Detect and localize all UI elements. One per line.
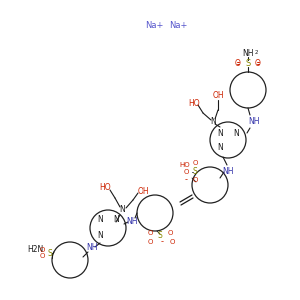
Text: OH: OH xyxy=(212,92,224,100)
Text: -: - xyxy=(160,238,164,247)
Text: O: O xyxy=(183,169,189,175)
Text: HO: HO xyxy=(188,98,200,107)
Text: NH: NH xyxy=(86,242,98,251)
Text: Na+: Na+ xyxy=(169,20,187,29)
Text: HO: HO xyxy=(180,162,190,168)
Text: H2N: H2N xyxy=(27,245,43,254)
Text: Na+: Na+ xyxy=(145,20,163,29)
Text: NH: NH xyxy=(222,167,234,176)
Text: N: N xyxy=(217,128,223,137)
Text: S: S xyxy=(158,232,162,241)
Text: O: O xyxy=(192,177,198,183)
Text: N: N xyxy=(97,215,103,224)
Text: O: O xyxy=(169,239,175,245)
Text: N: N xyxy=(97,230,103,239)
Text: N: N xyxy=(113,215,119,224)
Text: HO: HO xyxy=(99,184,111,193)
Text: -: - xyxy=(184,176,188,184)
Text: O: O xyxy=(255,58,261,68)
Text: O: O xyxy=(192,160,198,166)
Text: N: N xyxy=(233,128,239,137)
Text: OH: OH xyxy=(137,187,149,196)
Text: O: O xyxy=(167,230,173,236)
Text: N: N xyxy=(119,206,125,214)
Text: O: O xyxy=(39,253,45,259)
Text: 2: 2 xyxy=(254,50,258,56)
Text: S: S xyxy=(48,248,52,257)
Text: NH: NH xyxy=(242,49,254,58)
Text: S: S xyxy=(245,58,250,68)
Text: N: N xyxy=(210,118,216,127)
Text: NH: NH xyxy=(126,218,138,226)
Text: O: O xyxy=(39,247,45,253)
Text: O: O xyxy=(147,239,153,245)
Text: NH: NH xyxy=(248,118,260,127)
Text: S: S xyxy=(193,167,197,176)
Text: O: O xyxy=(235,58,241,68)
Text: O: O xyxy=(147,230,153,236)
Text: N: N xyxy=(217,143,223,152)
